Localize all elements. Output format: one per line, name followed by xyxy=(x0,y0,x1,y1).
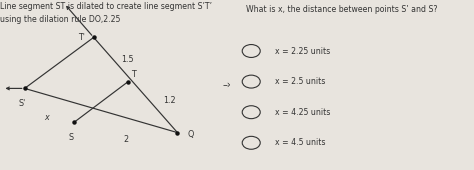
Text: x = 4.25 units: x = 4.25 units xyxy=(275,108,330,117)
Text: T': T' xyxy=(78,33,85,42)
Text: 1.2: 1.2 xyxy=(163,96,175,105)
Text: Line segment ST is dilated to create line segment S’T’: Line segment ST is dilated to create lin… xyxy=(0,2,212,11)
Text: x = 2.25 units: x = 2.25 units xyxy=(275,47,330,55)
Text: T: T xyxy=(131,70,136,79)
Text: S': S' xyxy=(18,99,26,108)
Text: S: S xyxy=(69,133,74,142)
Text: What is x, the distance between points S’ and S?: What is x, the distance between points S… xyxy=(246,5,438,14)
Text: 2: 2 xyxy=(123,135,128,144)
Text: 1.5: 1.5 xyxy=(121,55,133,64)
Text: using the dilation rule DO,2.25: using the dilation rule DO,2.25 xyxy=(0,15,120,24)
Text: x = 4.5 units: x = 4.5 units xyxy=(275,138,326,147)
Text: –›: –› xyxy=(222,80,231,90)
Text: x = 2.5 units: x = 2.5 units xyxy=(275,77,325,86)
Text: Q: Q xyxy=(187,130,194,139)
Text: x: x xyxy=(45,113,49,122)
